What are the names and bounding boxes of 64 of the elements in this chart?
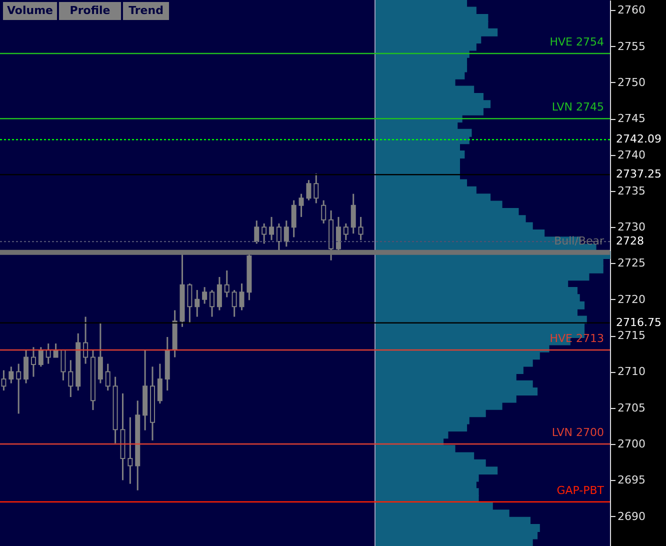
candlestick <box>83 316 88 365</box>
candlestick <box>314 172 319 204</box>
candlestick <box>321 200 326 224</box>
candlestick <box>60 349 66 382</box>
candlestick <box>30 346 36 378</box>
y-tick-label: 2705 <box>618 401 646 414</box>
ref-line-label: HVE 2754 <box>550 36 604 49</box>
annotation: Trend <box>128 4 164 17</box>
candlestick <box>105 363 110 392</box>
candlestick <box>187 282 192 324</box>
candlestick <box>53 342 58 358</box>
candlestick <box>336 216 341 251</box>
candlestick <box>128 416 133 485</box>
y-tick-label: 2715 <box>618 329 646 342</box>
candlestick <box>157 363 162 404</box>
ref-line-label: 2716.75 <box>616 316 662 329</box>
candlestick <box>16 363 22 414</box>
ref-line-label: 2737.25 <box>616 168 662 181</box>
candlestick <box>269 216 274 241</box>
y-tick-label: 2690 <box>618 510 646 523</box>
candlestick <box>24 349 29 384</box>
candlestick <box>343 222 348 241</box>
y-tick-label: 2695 <box>618 474 646 487</box>
candlestick <box>232 289 237 318</box>
candlestick <box>98 322 103 384</box>
annotation: Profile <box>70 4 110 17</box>
y-tick-label: 2750 <box>618 76 646 89</box>
ref-line-label: HVE 2713 <box>550 332 604 346</box>
candlestick <box>358 216 364 241</box>
candlestick <box>194 289 200 318</box>
candlestick <box>291 200 296 238</box>
candlestick <box>46 342 51 365</box>
candlestick <box>298 193 304 218</box>
annotation: Volume <box>7 4 53 17</box>
candlestick <box>8 366 14 384</box>
y-tick-label: 2725 <box>618 256 646 270</box>
ref-line-label: 2742.09 <box>616 132 662 146</box>
candlestick <box>239 282 244 311</box>
y-tick-label: 2730 <box>618 220 646 234</box>
candlestick <box>216 276 222 311</box>
candlestick <box>276 222 282 251</box>
candlestick <box>38 346 44 368</box>
candlestick <box>202 286 208 304</box>
candlestick <box>350 193 356 234</box>
ref-line-label: LVN 2700 <box>552 426 604 440</box>
ref-line-label: 2728 <box>616 234 644 248</box>
candlestick <box>306 179 312 202</box>
candlestick <box>68 359 74 398</box>
candlestick <box>284 220 289 248</box>
ref-line-label: LVN 2745 <box>552 100 604 114</box>
y-tick-label: 2700 <box>618 438 646 451</box>
candlestick <box>254 220 260 244</box>
candlestick <box>224 270 230 298</box>
y-tick-label: 2745 <box>618 112 646 126</box>
y-tick-label: 2755 <box>618 40 646 53</box>
ref-line-label: Bull/Bear <box>554 234 604 248</box>
y-tick-label: 2760 <box>618 4 646 17</box>
candlestick <box>262 222 267 244</box>
y-tick-label: 2720 <box>618 292 646 306</box>
candlestick <box>210 289 215 318</box>
y-tick-label: 2735 <box>618 184 646 198</box>
ref-line-label: GAP-PBT <box>556 484 604 497</box>
y-tick-label: 2740 <box>618 148 646 162</box>
y-tick-label: 2710 <box>618 365 646 378</box>
